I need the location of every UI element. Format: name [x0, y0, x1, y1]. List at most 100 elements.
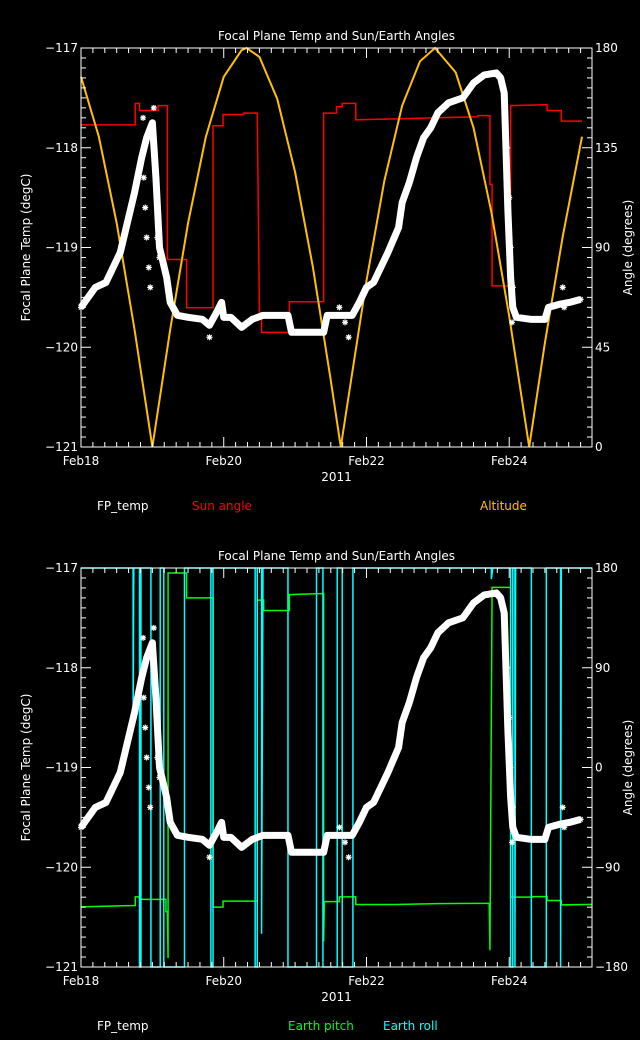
fp-temp-point	[556, 301, 563, 308]
y2-tick-label: 90	[595, 241, 610, 255]
fp-temp-point	[117, 249, 124, 256]
fp-temp-point	[149, 119, 156, 126]
fp-temp-point	[395, 744, 402, 751]
fp-temp-point	[220, 834, 227, 841]
fp-temp-point	[556, 821, 563, 828]
fp-temp-point	[140, 634, 147, 641]
fp-temp-point	[142, 204, 149, 211]
fp-temp-point	[284, 312, 291, 319]
fp-temp-point	[363, 284, 370, 291]
fp-temp-point	[509, 839, 516, 846]
top-chart: Focal Plane Temp and Sun/Earth Angles −11…	[19, 29, 635, 513]
fp-temp-point	[377, 784, 384, 791]
y-tick-label: −120	[45, 340, 78, 354]
y-tick-label: −120	[45, 860, 78, 874]
series-fp-temp	[78, 589, 584, 861]
x-axis-label: 2011	[321, 470, 352, 484]
fp-temp-point	[502, 134, 509, 141]
y-tick-label: −118	[45, 661, 78, 675]
fp-temp-point	[259, 832, 266, 839]
fp-temp-point	[92, 804, 99, 811]
fp-temp-point	[110, 264, 117, 271]
x-tick-label: Feb22	[348, 974, 385, 988]
fp-temp-point	[199, 316, 206, 323]
fp-temp-point	[509, 319, 516, 326]
fp-temp-point	[145, 264, 152, 271]
y2-axis-label: Angle (degrees)	[621, 200, 635, 296]
fp-temp-point	[384, 769, 391, 776]
fp-temp-point	[306, 329, 313, 336]
fp-temp-point	[142, 724, 149, 731]
fp-temp-point	[92, 284, 99, 291]
fp-temp-point	[117, 769, 124, 776]
y2-tick-label: 180	[595, 41, 618, 55]
fp-temp-point	[509, 284, 516, 291]
fp-temp-point	[140, 114, 147, 121]
fp-temp-point	[349, 832, 356, 839]
chart-title: Focal Plane Temp and Sun/Earth Angles	[218, 29, 455, 43]
fp-temp-point	[206, 842, 213, 849]
fp-temp-point	[143, 134, 150, 141]
fp-temp-point	[213, 309, 220, 316]
fp-temp-point	[566, 299, 573, 306]
fp-temp-point	[413, 154, 420, 161]
fp-temp-point	[320, 849, 327, 856]
legend-item: Sun angle	[192, 499, 252, 513]
fp-temp-point	[566, 819, 573, 826]
fp-temp-point	[545, 304, 552, 311]
fp-temp-point	[509, 804, 516, 811]
fp-temp-point	[336, 824, 343, 831]
fp-temp-point	[154, 234, 161, 241]
bottom-chart: Focal Plane Temp and Sun/Earth Angles −11…	[19, 549, 635, 1033]
fp-temp-point	[259, 312, 266, 319]
legend-item: Earth roll	[383, 1019, 438, 1033]
fp-temp-point	[143, 754, 150, 761]
x-tick-label: Feb22	[348, 454, 385, 468]
x-tick-label: Feb20	[205, 974, 242, 988]
fp-temp-point	[288, 849, 295, 856]
x-tick-label: Feb18	[63, 974, 100, 988]
fp-temp-point	[218, 819, 225, 826]
y-tick-label: −117	[45, 561, 78, 575]
fp-temp-point	[167, 299, 174, 306]
fp-temp-point	[506, 714, 513, 721]
fp-temp-point	[110, 784, 117, 791]
fp-temp-point	[420, 654, 427, 661]
fp-temp-point	[306, 849, 313, 856]
fp-temp-point	[504, 144, 511, 151]
fp-temp-point	[284, 832, 291, 839]
fp-temp-point	[513, 834, 520, 841]
fp-temp-point	[174, 312, 181, 319]
y2-tick-label: 0	[595, 440, 603, 454]
fp-temp-point	[459, 94, 466, 101]
fp-temp-trace	[78, 69, 582, 336]
fp-temp-point	[559, 284, 566, 291]
fp-temp-point	[399, 719, 406, 726]
fp-temp-point	[497, 74, 504, 81]
fp-temp-point	[527, 316, 534, 323]
fp-temp-point	[497, 594, 504, 601]
series-fp-temp	[78, 69, 584, 341]
fp-temp-point	[213, 829, 220, 836]
fp-temp-point	[218, 299, 225, 306]
fp-temp-point	[541, 836, 548, 843]
fp-temp-point	[131, 709, 138, 716]
fp-temp-point	[163, 794, 170, 801]
fp-temp-point	[185, 314, 192, 321]
fp-temp-point	[227, 314, 234, 321]
fp-temp-point	[85, 294, 92, 301]
fp-temp-point	[288, 329, 295, 336]
fp-temp-point	[349, 312, 356, 319]
fp-temp-point	[163, 274, 170, 281]
fp-temp-point	[185, 834, 192, 841]
fp-temp-point	[156, 244, 163, 251]
fp-temp-point	[345, 854, 352, 861]
fp-temp-point	[147, 804, 154, 811]
fp-temp-point	[406, 179, 413, 186]
y-tick-label: −121	[45, 440, 78, 454]
fp-temp-point	[147, 284, 154, 291]
fp-temp-point	[174, 832, 181, 839]
fp-temp-point	[220, 314, 227, 321]
x-tick-label: Feb24	[491, 454, 528, 468]
fp-temp-point	[507, 794, 514, 801]
